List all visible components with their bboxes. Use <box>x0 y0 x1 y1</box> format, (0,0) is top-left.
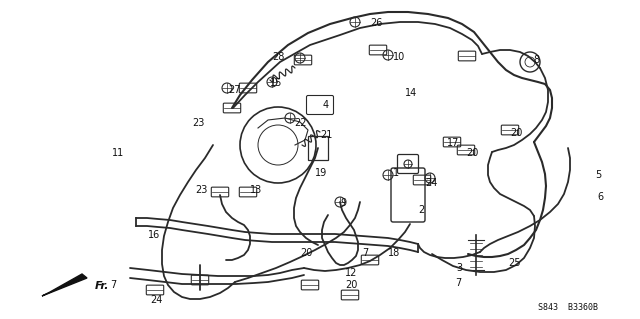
Text: 23: 23 <box>192 118 204 128</box>
Text: 5: 5 <box>595 170 601 180</box>
Text: 23: 23 <box>195 185 207 195</box>
Text: 24: 24 <box>150 295 163 305</box>
Text: 2: 2 <box>418 205 424 215</box>
Text: 8: 8 <box>533 55 539 65</box>
Text: 18: 18 <box>388 248 400 258</box>
Text: 6: 6 <box>597 192 603 202</box>
Text: 3: 3 <box>456 263 462 273</box>
Text: 19: 19 <box>315 168 327 178</box>
Text: 27: 27 <box>228 85 241 95</box>
Text: 7: 7 <box>362 248 368 258</box>
Text: 22: 22 <box>294 118 307 128</box>
Text: 12: 12 <box>345 268 357 278</box>
Text: 7: 7 <box>455 278 461 288</box>
Text: 28: 28 <box>272 52 284 62</box>
Text: 11: 11 <box>112 148 124 158</box>
Text: 15: 15 <box>270 78 282 88</box>
Text: 20: 20 <box>466 148 478 158</box>
Text: 25: 25 <box>508 258 520 268</box>
Text: 4: 4 <box>323 100 329 110</box>
Text: 17: 17 <box>447 138 460 148</box>
Text: 20: 20 <box>300 248 312 258</box>
Text: 21: 21 <box>320 130 332 140</box>
Text: 10: 10 <box>393 52 405 62</box>
Text: 9: 9 <box>340 198 346 208</box>
Text: Fr.: Fr. <box>95 281 109 291</box>
Text: 26: 26 <box>370 18 382 28</box>
Text: 20: 20 <box>510 128 522 138</box>
Text: 24: 24 <box>425 178 437 188</box>
Text: 1: 1 <box>393 168 399 178</box>
Text: 14: 14 <box>405 88 417 98</box>
Text: 16: 16 <box>148 230 160 240</box>
Text: 20: 20 <box>345 280 357 290</box>
Text: S843  B3360B: S843 B3360B <box>538 303 598 313</box>
Text: 7: 7 <box>110 280 116 290</box>
Polygon shape <box>42 274 87 296</box>
Text: 13: 13 <box>250 185 262 195</box>
